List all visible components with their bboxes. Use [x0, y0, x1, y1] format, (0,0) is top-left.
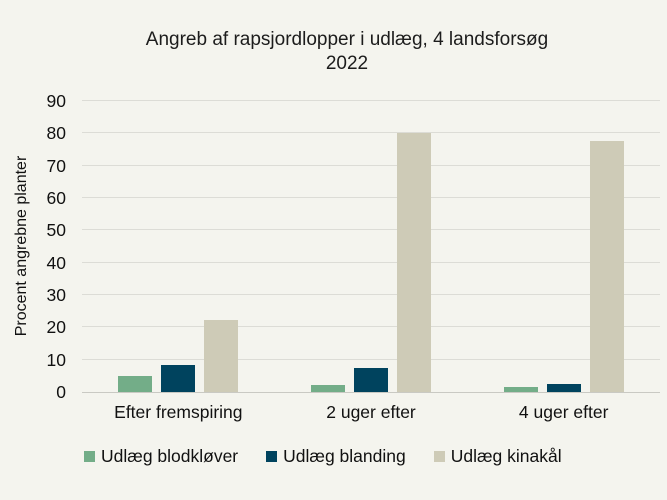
bar-group — [467, 101, 660, 392]
y-tick-label: 90 — [46, 91, 66, 111]
gridline — [82, 100, 660, 101]
legend-item: Udlæg kinakål — [433, 446, 562, 467]
bar — [397, 133, 431, 392]
y-tick-label: 20 — [46, 317, 66, 337]
gridline — [82, 262, 660, 263]
gridline — [82, 359, 660, 360]
legend: Udlæg blodkløver Udlæg blanding Udlæg kina… — [84, 446, 562, 467]
y-tick-label: 0 — [56, 382, 66, 402]
bar — [503, 387, 538, 392]
gridline — [82, 326, 660, 327]
plot-area — [82, 100, 660, 393]
y-tick-label: 60 — [46, 188, 66, 208]
gridline — [82, 165, 660, 166]
x-axis-label: Efter fremspiring — [114, 402, 243, 422]
bar — [311, 385, 345, 392]
gridline — [82, 229, 660, 230]
y-tick-label: 30 — [46, 285, 66, 305]
x-axis-labels: Efter fremspiring 2 uger efter 4 uger efte… — [82, 402, 660, 423]
bar-group — [82, 101, 275, 392]
bar-groups — [82, 101, 660, 392]
bar — [354, 368, 388, 392]
y-tick-label: 10 — [46, 350, 66, 370]
legend-swatch-icon — [84, 451, 95, 462]
legend-label: Udlæg blodkløver — [101, 446, 239, 466]
bar — [589, 141, 624, 392]
gridline — [82, 132, 660, 133]
y-axis-tick-labels: 0 10 20 30 40 50 60 70 80 90 — [0, 91, 70, 402]
gridline — [82, 197, 660, 198]
bar — [161, 365, 196, 392]
bar — [204, 320, 239, 392]
gridline — [82, 294, 660, 295]
legend-label: Udlæg kinakål — [450, 446, 562, 466]
bar — [118, 376, 153, 392]
legend-swatch-icon — [433, 451, 445, 462]
y-tick-label: 40 — [46, 253, 66, 273]
x-axis-label: 2 uger efter — [326, 402, 416, 422]
bar — [546, 384, 581, 392]
x-axis-label: 4 uger efter — [518, 402, 609, 422]
legend-swatch-icon — [266, 451, 278, 462]
legend-item: Udlæg blanding — [266, 446, 406, 467]
y-tick-label: 80 — [46, 123, 66, 143]
legend-label: Udlæg blanding — [283, 446, 406, 466]
chart-title: Angreb af rapsjordlopper i udlæg, 4 land… — [27, 28, 667, 76]
bar-group — [275, 101, 468, 392]
legend-item: Udlæg blodkløver — [84, 446, 238, 467]
chart-title-line2: 2022 — [325, 53, 369, 74]
chart-title-line1: Angreb af rapsjordlopper i udlæg, 4 land… — [145, 29, 549, 50]
y-tick-label: 70 — [46, 156, 66, 176]
y-tick-label: 50 — [46, 220, 66, 240]
